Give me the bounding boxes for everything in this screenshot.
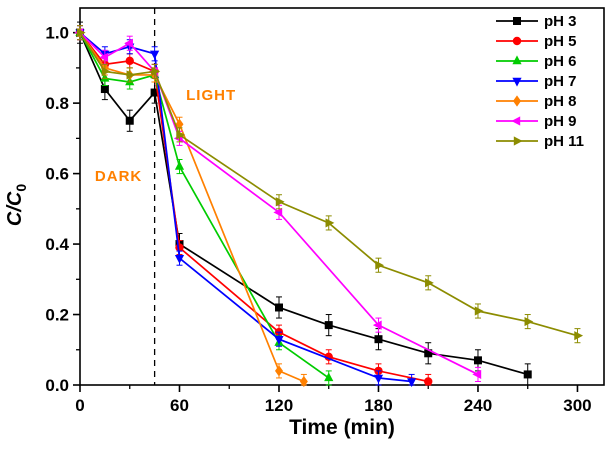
data-point-marker	[374, 335, 383, 344]
data-point-marker	[176, 130, 186, 140]
y-axis-label-main: C/C	[4, 191, 26, 227]
data-point-marker	[175, 243, 184, 252]
legend-item: pH 5	[496, 33, 577, 50]
series-line	[79, 32, 578, 337]
data-point-marker	[574, 331, 584, 341]
x-tick-label: 300	[563, 396, 591, 415]
legend-item: pH 8	[496, 93, 577, 110]
y-axis-label-sub: 0	[13, 183, 29, 192]
data-point-marker	[174, 254, 185, 264]
data-point-marker	[324, 321, 333, 330]
y-tick-label: 0.4	[45, 235, 69, 254]
legend-item: pH 9	[496, 113, 577, 130]
data-point-marker	[325, 218, 335, 228]
x-tick-label: 180	[364, 396, 392, 415]
legend-label: pH 11	[544, 133, 584, 150]
y-tick-label: 0.0	[45, 376, 69, 395]
data-point-marker	[512, 36, 522, 46]
legend-label: pH 5	[544, 33, 577, 50]
data-point-marker	[473, 356, 482, 365]
data-point-marker	[275, 197, 285, 207]
data-point-marker	[150, 50, 160, 60]
series-ph-11	[76, 25, 584, 344]
plot-frame	[79, 7, 605, 386]
series-ph-6	[75, 25, 334, 386]
data-point-marker	[100, 85, 109, 94]
data-point-marker	[474, 306, 484, 316]
series-line	[79, 32, 528, 376]
y-tick-label: 1.0	[45, 24, 69, 43]
legend-label: pH 6	[544, 53, 577, 70]
data-point-marker	[512, 77, 522, 87]
data-point-marker	[125, 56, 134, 66]
legend-label: pH 3	[544, 13, 577, 30]
legend-item: pH 11	[496, 133, 584, 150]
data-point-marker	[126, 70, 136, 80]
data-point-marker	[324, 372, 334, 382]
data-point-marker	[407, 378, 417, 388]
data-point-marker	[273, 207, 283, 217]
data-point-marker	[512, 55, 522, 65]
data-point-marker	[524, 316, 534, 327]
legend-label: pH 9	[544, 113, 577, 130]
data-point-marker	[124, 38, 133, 48]
data-point-marker	[373, 374, 384, 384]
data-point-marker	[274, 335, 284, 345]
data-point-marker	[175, 118, 184, 130]
series-line	[79, 32, 412, 383]
data-point-marker	[151, 66, 161, 77]
x-tick-label: 240	[464, 396, 492, 415]
data-point-marker	[299, 375, 308, 388]
series-ph-7	[75, 25, 417, 388]
data-point-marker	[375, 260, 385, 270]
annotation-dark: DARK	[94, 168, 143, 186]
data-point-marker	[274, 365, 283, 377]
data-point-marker	[511, 116, 521, 126]
series-ph-3	[76, 21, 532, 386]
series-line	[79, 32, 330, 379]
data-point-marker	[513, 17, 521, 25]
x-tick-label: 60	[170, 396, 189, 415]
data-point-marker	[523, 370, 532, 379]
data-point-marker	[76, 28, 86, 38]
data-point-marker	[174, 160, 185, 170]
data-point-marker	[513, 136, 523, 146]
x-tick-label: 0	[75, 396, 84, 415]
legend-item: pH 6	[496, 53, 577, 70]
y-tick-label: 0.2	[45, 306, 69, 325]
series-line	[79, 32, 305, 383]
data-point-marker	[425, 278, 434, 288]
data-point-marker	[125, 116, 134, 125]
annotation-light: LIGHT	[186, 87, 237, 105]
data-point-marker	[372, 320, 382, 330]
x-tick-label: 120	[265, 396, 293, 415]
data-point-marker	[101, 66, 111, 77]
data-point-marker	[274, 303, 283, 312]
legend-label: pH 7	[544, 73, 577, 90]
x-axis-label: Time (min)	[289, 416, 395, 439]
y-axis-label: C/C0	[4, 135, 32, 275]
data-point-marker	[424, 377, 433, 386]
y-tick-label: 0.6	[45, 165, 69, 184]
legend-item: pH 3	[496, 13, 577, 30]
legend-item: pH 7	[496, 73, 577, 90]
data-point-marker	[472, 369, 482, 380]
data-point-marker	[513, 95, 521, 107]
legend-label: pH 8	[544, 93, 577, 110]
legend: pH 3 pH 5 pH 6 pH 7 pH 8 pH 9 pH 11	[496, 13, 584, 150]
y-tick-label: 0.8	[45, 94, 69, 113]
data-point-marker	[99, 52, 109, 62]
